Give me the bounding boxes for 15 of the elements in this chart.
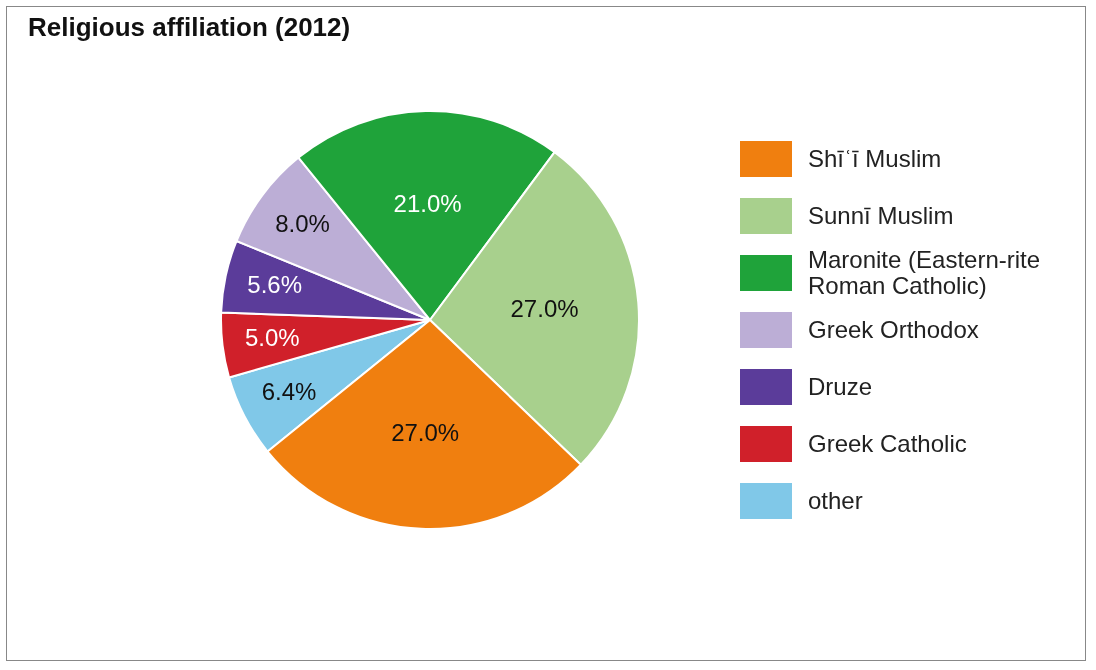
legend-label: Greek Catholic — [808, 429, 968, 457]
data-label: 6.4% — [261, 377, 317, 405]
legend-label: other — [808, 486, 864, 514]
legend-label: Druze — [808, 372, 874, 400]
chart-title: Religious affiliation (2012) — [28, 12, 351, 43]
legend-label: Shīʿī Muslim — [808, 144, 943, 172]
data-label: 5.0% — [244, 323, 300, 351]
legend-label: Sunnī Muslim — [808, 201, 955, 229]
legend-label: Greek Orthodox — [808, 315, 980, 343]
data-label: 8.0% — [275, 209, 330, 237]
data-label: 21.0% — [393, 189, 462, 217]
data-label: 5.6% — [247, 271, 303, 299]
legend-label: Maronite (Eastern-rite Roman Catholic) — [808, 245, 1042, 299]
data-label: 27.0% — [391, 419, 460, 447]
data-label: 27.0% — [510, 295, 579, 323]
